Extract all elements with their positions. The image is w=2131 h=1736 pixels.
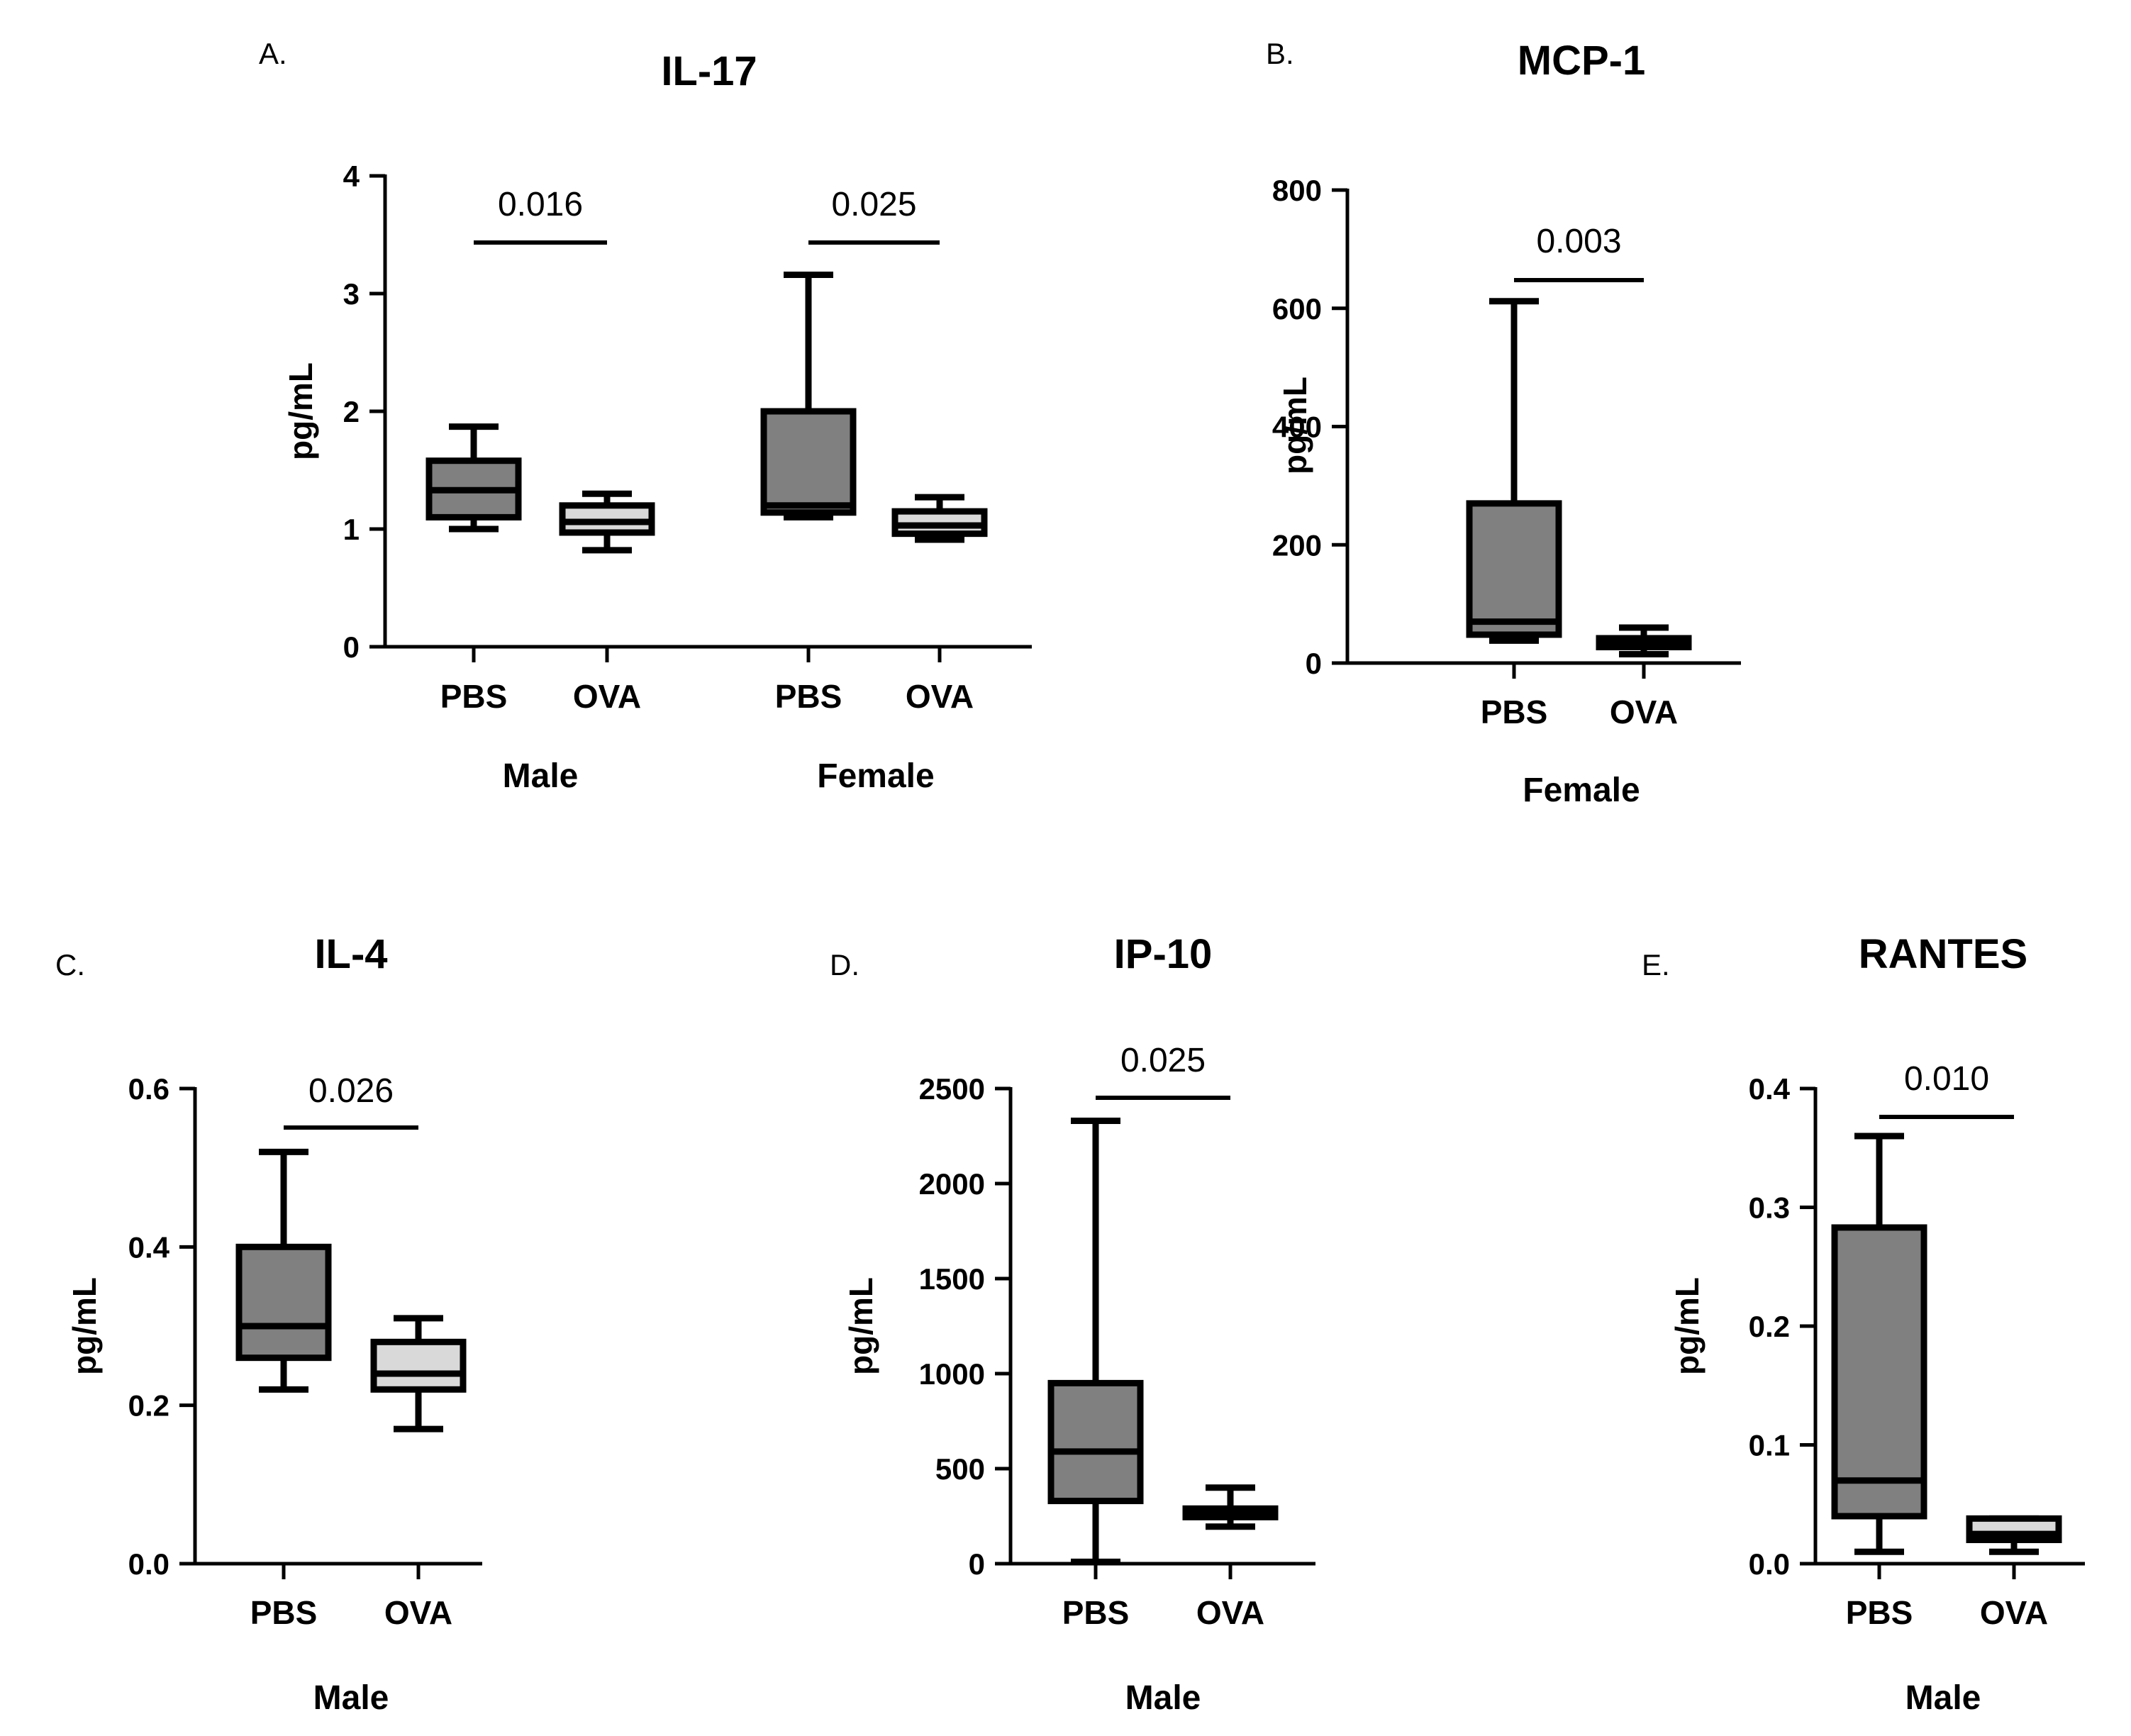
y-tick-label: 0.1 xyxy=(1749,1429,1790,1462)
box-ova-female xyxy=(1596,624,1692,679)
box-body xyxy=(1831,1224,1927,1520)
box-ova-male xyxy=(559,490,655,662)
x-category-label: PBS xyxy=(250,1594,318,1631)
group-label: Male xyxy=(1125,1679,1201,1717)
y-tick-label: 0 xyxy=(969,1547,985,1581)
x-category-label: PBS xyxy=(775,678,842,715)
p-value-label: 0.010 xyxy=(1904,1060,1989,1098)
chart-title: IL-4 xyxy=(314,931,387,977)
box-pbs-male xyxy=(235,1148,332,1579)
y-tick-label: 0 xyxy=(1306,647,1322,680)
box-ova-male xyxy=(1966,1515,2062,1579)
y-tick-label: 0 xyxy=(343,630,360,664)
box-body xyxy=(370,1338,467,1393)
group-label: Female xyxy=(817,757,934,795)
box-ova-female xyxy=(891,494,988,662)
y-tick-label: 0.6 xyxy=(128,1072,169,1106)
y-axis-label: pg/mL xyxy=(1276,377,1313,474)
p-value-label: 0.003 xyxy=(1536,223,1621,260)
y-tick-label: 1000 xyxy=(919,1357,985,1391)
x-category-label: OVA xyxy=(573,678,641,715)
y-tick-label: 3 xyxy=(343,277,360,311)
chart-title: MCP-1 xyxy=(1518,38,1645,84)
x-category-label: OVA xyxy=(1980,1594,2048,1631)
box-pbs-male xyxy=(425,423,522,662)
y-axis-label: pg/mL xyxy=(66,1277,103,1375)
box-body xyxy=(235,1243,332,1362)
y-tick-label: 0.3 xyxy=(1749,1191,1790,1225)
y-tick-label: 2 xyxy=(343,395,360,428)
y-tick-label: 0.4 xyxy=(128,1230,170,1264)
y-tick-label: 0.0 xyxy=(1749,1547,1790,1581)
p-value-label: 0.016 xyxy=(498,186,583,223)
y-axis-label: pg/mL xyxy=(282,362,319,460)
chart-title: IL-17 xyxy=(661,48,757,94)
group-label: Male xyxy=(1905,1679,1981,1717)
p-value-label: 0.025 xyxy=(831,186,916,223)
group-label: Female xyxy=(1523,772,1640,809)
panel-c-il4: C. IL-4 0.0 0.2 0.4 0.6 pg/mL PBS OVA Male 0.026 xyxy=(55,931,482,1717)
panel-letter: D. xyxy=(830,948,859,981)
y-tick-label: 0.4 xyxy=(1749,1072,1791,1106)
y-tick-label: 800 xyxy=(1272,174,1322,207)
box-body xyxy=(1047,1379,1144,1505)
y-tick-label: 200 xyxy=(1272,528,1322,562)
y-tick-label: 1500 xyxy=(919,1262,985,1296)
panel-d-ip10: D. IP-10 0 500 1000 1500 2000 2500 pg/mL PBS OVA Ma… xyxy=(830,931,1315,1717)
y-tick-label: 0.2 xyxy=(1749,1310,1790,1343)
box-ova-male xyxy=(1182,1484,1279,1579)
x-category-label: OVA xyxy=(384,1594,452,1631)
group-label: Male xyxy=(313,1679,389,1717)
x-category-label: OVA xyxy=(1610,694,1678,730)
x-category-label: PBS xyxy=(1846,1594,1913,1631)
box-pbs-female xyxy=(1466,298,1562,679)
y-axis-label: pg/mL xyxy=(1669,1277,1706,1375)
group-label: Male xyxy=(503,757,579,795)
box-ova-male xyxy=(370,1315,467,1579)
y-tick-label: 2000 xyxy=(919,1167,985,1201)
panel-letter: C. xyxy=(55,948,85,981)
panel-letter: B. xyxy=(1266,37,1294,70)
y-tick-label: 4 xyxy=(343,160,360,193)
panel-e-rantes: E. RANTES 0.0 0.1 0.2 0.3 0.4 pg/mL PBS OVA Male 0.… xyxy=(1642,931,2085,1717)
y-tick-label: 0.0 xyxy=(128,1547,169,1581)
y-tick-label: 0.2 xyxy=(128,1389,169,1423)
box-pbs-male xyxy=(1047,1118,1144,1579)
p-value-label: 0.026 xyxy=(308,1072,394,1110)
y-tick-label: 600 xyxy=(1272,292,1322,326)
x-category-label: PBS xyxy=(1062,1594,1130,1631)
x-category-label: PBS xyxy=(1481,694,1548,730)
chart-title: RANTES xyxy=(1859,931,2027,977)
y-tick-label: 2500 xyxy=(919,1072,985,1106)
box-pbs-female xyxy=(760,271,857,662)
panel-a-il17: A. IL-17 0 1 2 3 4 pg/mL PBS OVA PBS OVA Male 0.016 Fe… xyxy=(259,37,1032,795)
y-tick-label: 1 xyxy=(343,513,360,546)
panel-letter: E. xyxy=(1642,948,1670,981)
box-pbs-male xyxy=(1831,1133,1927,1579)
x-category-label: OVA xyxy=(1196,1594,1264,1631)
x-category-label: OVA xyxy=(906,678,974,715)
x-category-label: PBS xyxy=(440,678,508,715)
y-axis-label: pg/mL xyxy=(842,1277,879,1375)
y-tick-label: 400 xyxy=(1272,411,1322,444)
p-value-label: 0.025 xyxy=(1120,1042,1206,1079)
panel-letter: A. xyxy=(259,37,287,70)
box-body xyxy=(1466,500,1562,638)
panel-b-mcp1: B. MCP-1 0 200 400 600 800 pg/mL PBS OVA Female 0.0… xyxy=(1266,37,1741,809)
box-body xyxy=(760,408,857,516)
chart-title: IP-10 xyxy=(1114,931,1213,977)
y-tick-label: 500 xyxy=(935,1452,985,1486)
